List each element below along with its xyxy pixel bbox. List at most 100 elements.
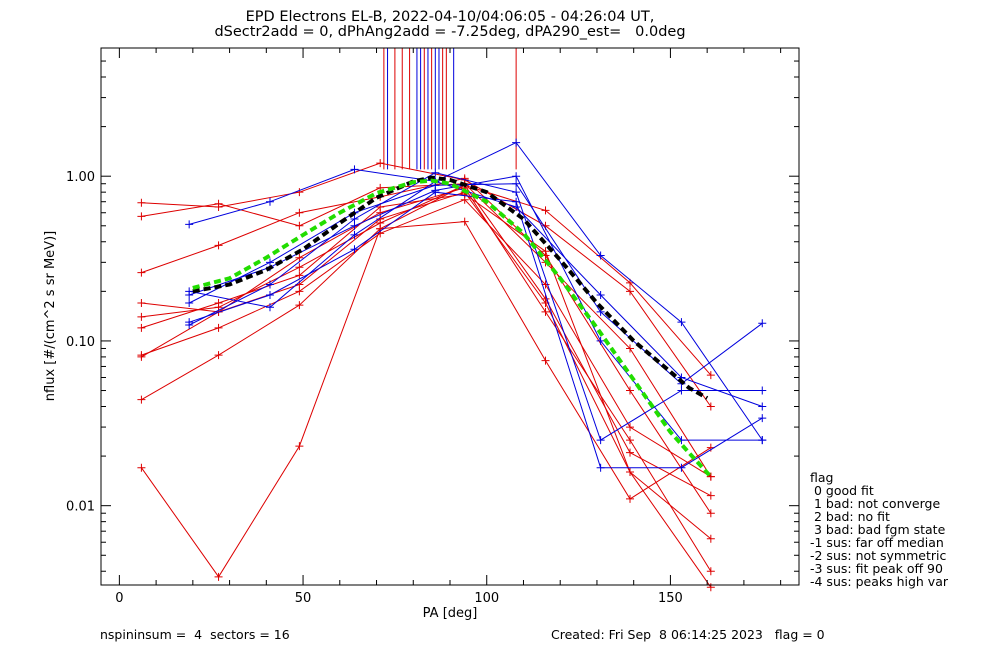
red-series-point [706,371,715,380]
legend-item: 2 bad: no fit [810,509,890,524]
red-series-line [141,191,712,588]
blue-series-point [512,188,521,197]
blue-series-point [512,138,521,147]
red-series-point [706,491,715,500]
y-tick-label: 1.00 [66,170,95,185]
red-series-point [137,351,146,360]
x-tick-label: 50 [295,591,312,606]
red-series-point [137,395,146,404]
chart-title-line2: dSectr2add = 0, dPhAng2add = -7.25deg, d… [214,24,686,40]
legend-item: 1 bad: not converge [810,496,941,511]
red-series-point [706,472,715,481]
x-tick-label: 100 [474,591,499,606]
red-series-point [137,298,146,307]
red-series-line [141,221,712,500]
blue-series-point [512,203,521,212]
blue-series-point [185,320,194,329]
red-series-point [137,463,146,472]
data-series [137,138,767,592]
blue-series-point [677,386,686,395]
red-series-point [541,206,550,215]
tick-labels: 0 50 100 150 0.01 0.10 1.00 [66,170,683,606]
red-series-point [460,217,469,226]
blue-series-point [758,436,767,445]
red-series-point [214,351,223,360]
legend-item: -4 sus: peaks high var [810,574,949,589]
red-series-point [214,298,223,307]
blue-series-point [265,258,274,267]
red-series-point [460,174,469,183]
red-series-point [626,448,635,457]
x-tick-label: 0 [115,591,123,606]
blue-series-point [758,414,767,423]
legend-item: -2 sus: not symmetric [810,548,947,563]
red-series-point [295,287,304,296]
blue-series-point [677,318,686,327]
flag-legend: flag 0 good fit 1 bad: not converge 2 ba… [810,471,948,588]
blue-series-point [431,168,440,177]
red-series-point [541,356,550,365]
red-series-point [137,212,146,221]
red-series-point [376,159,385,168]
blue-series-point [350,165,359,174]
blue-series-point [758,319,767,328]
red-series-point [295,208,304,217]
blue-series-point [512,172,521,181]
red-series-point [626,287,635,296]
blue-series-point [512,179,521,188]
red-series-point [214,572,223,581]
blue-series-line [189,180,763,407]
blue-series-point [758,386,767,395]
blue-series-line [189,191,763,469]
red-series-point [706,509,715,518]
blue-series-line [189,175,763,441]
y-tick-label: 0.01 [66,500,95,515]
blue-series-point [185,220,194,229]
y-tick-label: 0.10 [66,335,95,350]
red-series-line [141,199,712,478]
red-series-point [706,402,715,411]
blue-series-line [189,141,763,441]
blue-series-line [188,183,763,385]
red-series-point [137,323,146,332]
blue-series-point [596,336,605,345]
red-series-point [214,199,223,208]
red-series-line [141,177,712,514]
blue-series-point [265,197,274,206]
red-series-point [460,195,469,204]
blue-series-point [758,402,767,411]
footer-nspin-info: nspininsum = 4 sectors = 16 [100,627,290,642]
red-series-line [141,183,712,477]
blue-series-point [265,303,274,312]
red-series-point [626,436,635,445]
green-fit-curve [192,178,713,479]
red-series-point [626,386,635,395]
blue-series-point [596,436,605,445]
red-series-point [295,221,304,230]
red-series-point [295,271,304,280]
blue-series-point [185,298,194,307]
axes [100,47,800,586]
red-series-point [214,241,223,250]
blue-series-point [185,287,194,296]
red-series-point [541,307,550,316]
black-fit-curve [192,175,709,400]
red-series-point [376,214,385,223]
blue-series-point [596,251,605,260]
red-series-point [295,442,304,451]
red-series-point [137,198,146,207]
legend-title: flag [810,470,834,485]
red-series-point [295,253,304,262]
red-series-point [295,263,304,272]
red-series-point [706,583,715,592]
red-series-point [541,247,550,256]
red-series-point [706,534,715,543]
red-series-point [295,301,304,310]
blue-series-point [350,221,359,230]
x-axis-label: PA [deg] [423,606,478,621]
red-series-point [214,323,223,332]
red-series-point [626,468,635,477]
blue-series-point [596,291,605,300]
red-series-point [626,423,635,432]
